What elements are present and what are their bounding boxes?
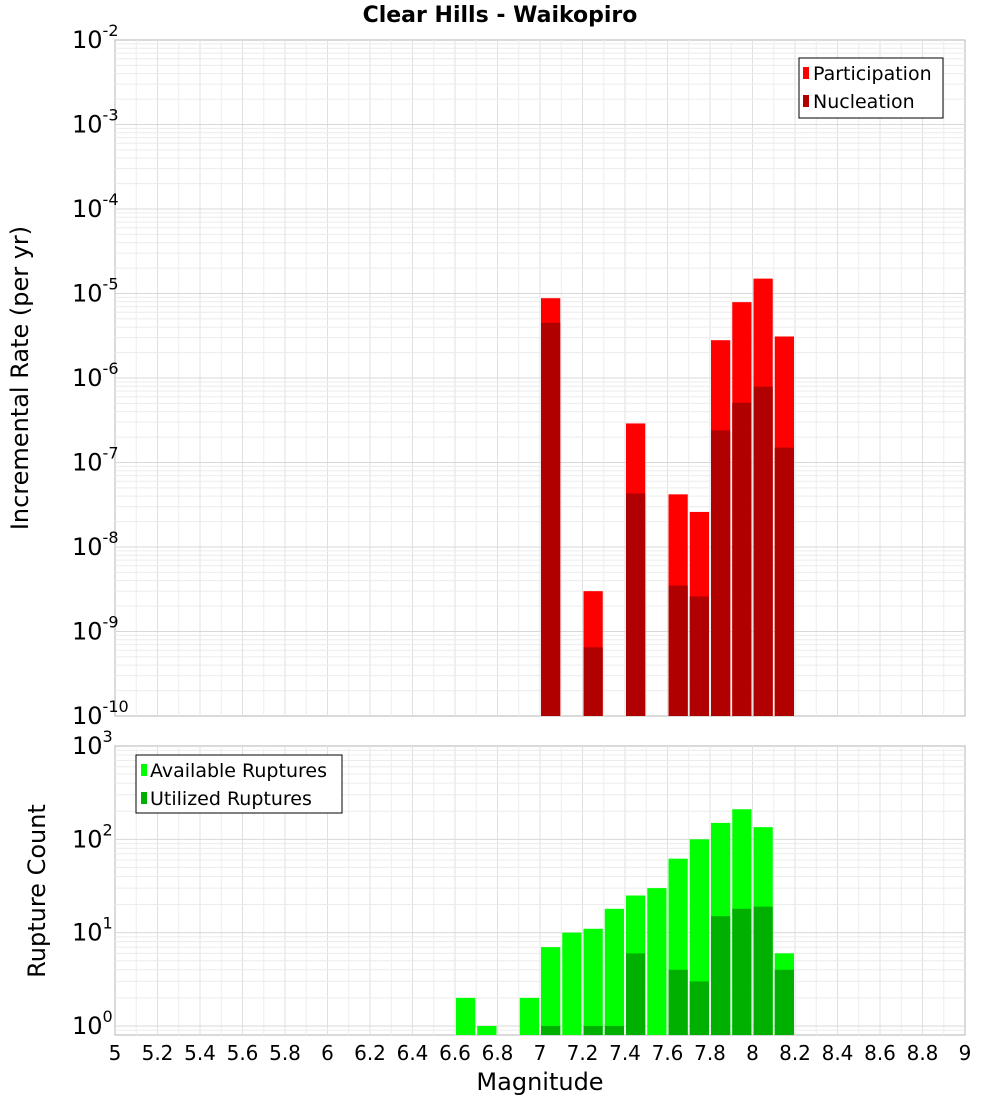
x-tick-label: 7.4 — [609, 1041, 641, 1065]
x-tick-label: 5 — [109, 1041, 122, 1065]
legend-label-nucleation: Nucleation — [813, 91, 915, 113]
x-tick-label: 6 — [321, 1041, 334, 1065]
x-tick-label: 6.2 — [354, 1041, 386, 1065]
top-y-tick-label: 10-2 — [72, 21, 119, 54]
bottom-bar-utilized-ruptures — [689, 981, 709, 1035]
top-bar-nucleation — [753, 386, 773, 716]
bottom-bar-utilized-ruptures — [732, 908, 752, 1035]
x-axis-label: Magnitude — [476, 1068, 603, 1096]
bottom-y-tick-label: 100 — [72, 1007, 113, 1040]
bottom-bar-utilized-ruptures — [774, 969, 794, 1035]
bottom-bar-available-ruptures — [583, 928, 603, 1035]
top-bar-nucleation — [774, 447, 794, 716]
x-tick-label: 7.2 — [567, 1041, 599, 1065]
bottom-bar-available-ruptures — [562, 932, 582, 1035]
top-bar-nucleation — [711, 430, 731, 716]
legend-label-participation: Participation — [813, 63, 932, 85]
x-tick-label: 6.6 — [439, 1041, 471, 1065]
x-tick-label: 5.6 — [227, 1041, 259, 1065]
x-tick-label: 8.8 — [907, 1041, 939, 1065]
x-tick-label: 8.6 — [864, 1041, 896, 1065]
top-legend: Participation Nucleation — [798, 57, 944, 119]
top-y-tick-label: 10-10 — [72, 697, 129, 730]
top-y-tick-label: 10-8 — [72, 528, 119, 561]
top-bar-nucleation — [626, 493, 646, 716]
legend-swatch-utilized — [141, 792, 147, 804]
bottom-bar-utilized-ruptures — [604, 1025, 624, 1035]
bottom-y-tick-label: 101 — [72, 914, 113, 947]
bottom-bar-utilized-ruptures — [711, 916, 731, 1035]
top-y-tick-label: 10-9 — [72, 613, 119, 646]
bottom-bar-available-ruptures — [541, 947, 561, 1035]
bottom-bar-utilized-ruptures — [753, 906, 773, 1035]
bottom-bar-utilized-ruptures — [583, 1025, 603, 1035]
top-bar-nucleation — [689, 596, 709, 716]
bottom-bar-utilized-ruptures — [541, 1025, 561, 1035]
top-y-tick-labels: 10-10 10-9 10-8 10-7 10-6 10-5 10-4 10-3 10-2 — [72, 21, 129, 730]
legend-label-available: Available Ruptures — [150, 760, 327, 782]
top-y-tick-label: 10-5 — [72, 275, 119, 308]
bottom-legend: Available Ruptures Utilized Ruptures — [135, 754, 343, 814]
x-tick-label: 5.4 — [184, 1041, 216, 1065]
top-legend-box — [798, 57, 944, 119]
top-bar-nucleation — [583, 647, 603, 716]
x-tick-label: 6.8 — [482, 1041, 514, 1065]
x-tick-label: 9 — [959, 1041, 972, 1065]
x-tick-label: 8 — [746, 1041, 759, 1065]
bottom-bar-utilized-ruptures — [668, 969, 688, 1035]
bottom-y-axis-label: Rupture Count — [23, 804, 51, 978]
legend-swatch-nucleation — [803, 95, 809, 107]
bottom-bar-available-ruptures — [519, 997, 539, 1035]
x-tick-label: 6.4 — [397, 1041, 429, 1065]
bottom-bar-available-ruptures — [477, 1025, 497, 1035]
chart-title: Clear Hills - Waikopiro — [363, 3, 638, 28]
top-panel: 10-10 10-9 10-8 10-7 10-6 10-5 10-4 10-3 10-2 In… — [6, 21, 966, 730]
top-grid — [115, 40, 965, 716]
bottom-y-tick-labels: 100 101 102 103 — [72, 727, 113, 1040]
x-tick-label: 5.2 — [142, 1041, 174, 1065]
x-tick-label: 8.2 — [779, 1041, 811, 1065]
x-tick-label: 8.4 — [822, 1041, 854, 1065]
top-y-tick-label: 10-3 — [72, 106, 119, 139]
bottom-grid — [115, 746, 965, 1035]
legend-label-utilized: Utilized Ruptures — [150, 788, 312, 810]
bottom-y-tick-label: 103 — [72, 727, 113, 760]
bottom-bar-available-ruptures — [604, 908, 624, 1035]
top-bars — [541, 278, 794, 716]
bottom-bar-available-ruptures — [647, 888, 667, 1035]
legend-swatch-participation — [803, 67, 809, 79]
x-tick-label: 7 — [534, 1041, 547, 1065]
bottom-legend-box — [135, 754, 343, 814]
bottom-panel: 100 101 102 103 5 5.2 5.4 5.6 5.8 6 6.2 6.4 6.6 6.8 7… — [23, 727, 971, 1096]
x-tick-label: 7.8 — [694, 1041, 726, 1065]
top-y-tick-label: 10-4 — [72, 190, 119, 223]
legend-swatch-available — [141, 764, 147, 776]
top-bar-nucleation — [668, 585, 688, 716]
bottom-bars — [456, 809, 794, 1035]
top-y-tick-label: 10-6 — [72, 359, 119, 392]
top-bar-nucleation — [541, 322, 561, 716]
bottom-bar-available-ruptures — [456, 997, 476, 1035]
bottom-bar-utilized-ruptures — [626, 953, 646, 1035]
x-tick-label: 5.8 — [269, 1041, 301, 1065]
x-tick-label: 7.6 — [652, 1041, 684, 1065]
top-y-axis-label: Incremental Rate (per yr) — [6, 226, 34, 530]
top-y-tick-label: 10-7 — [72, 444, 119, 477]
top-bar-nucleation — [732, 402, 752, 716]
x-tick-labels: 5 5.2 5.4 5.6 5.8 6 6.2 6.4 6.6 6.8 7 7.2 7.4 7.6 7.8 8… — [109, 1041, 972, 1065]
bottom-y-tick-label: 102 — [72, 820, 113, 853]
